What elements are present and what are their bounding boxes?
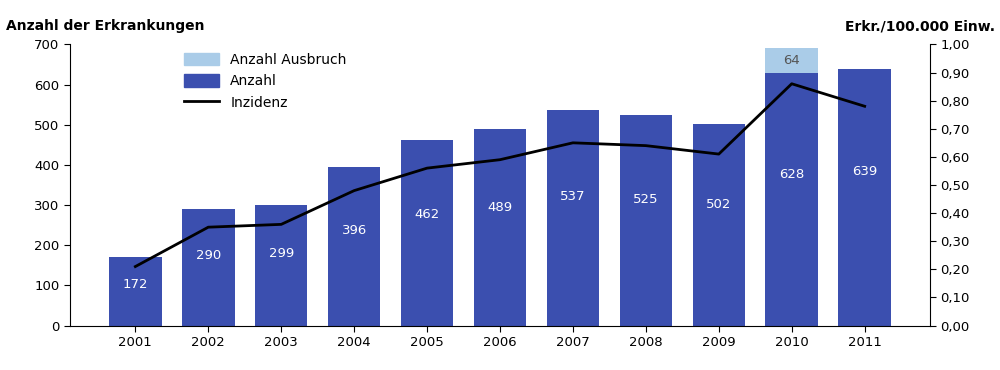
Text: 537: 537: [560, 190, 586, 203]
Text: 64: 64: [783, 54, 800, 67]
Bar: [765, 48, 818, 73]
Bar: [620, 115, 672, 326]
Inzidenz: [713, 152, 725, 156]
Inzidenz: [640, 144, 652, 148]
Bar: [474, 129, 526, 326]
Text: 502: 502: [706, 198, 731, 211]
Text: 396: 396: [342, 223, 367, 237]
Legend: Anzahl Ausbruch, Anzahl, Inzidenz: Anzahl Ausbruch, Anzahl, Inzidenz: [180, 48, 351, 114]
Bar: [255, 205, 307, 326]
Bar: [182, 209, 235, 326]
Inzidenz: [859, 104, 871, 108]
Inzidenz: [567, 141, 579, 145]
Text: Anzahl der Erkrankungen: Anzahl der Erkrankungen: [6, 19, 204, 33]
Text: 290: 290: [196, 249, 221, 262]
Line: Inzidenz: Inzidenz: [135, 84, 865, 266]
Bar: [547, 110, 599, 326]
Inzidenz: [129, 264, 141, 269]
Inzidenz: [275, 222, 287, 226]
Bar: [401, 140, 453, 326]
Inzidenz: [348, 188, 360, 193]
Inzidenz: [202, 225, 214, 229]
Text: Erkr./100.000 Einw.: Erkr./100.000 Einw.: [845, 19, 995, 33]
Inzidenz: [421, 166, 433, 170]
Text: 628: 628: [779, 168, 804, 181]
Text: 639: 639: [852, 165, 877, 178]
Bar: [328, 166, 380, 326]
Inzidenz: [786, 81, 798, 86]
Text: 299: 299: [269, 247, 294, 260]
Bar: [109, 256, 162, 326]
Bar: [838, 69, 891, 326]
Inzidenz: [494, 158, 506, 162]
Text: 462: 462: [414, 208, 440, 221]
Text: 172: 172: [123, 278, 148, 291]
Text: 525: 525: [633, 192, 659, 206]
Text: 489: 489: [487, 201, 513, 214]
Bar: [765, 73, 818, 326]
Bar: [693, 124, 745, 326]
